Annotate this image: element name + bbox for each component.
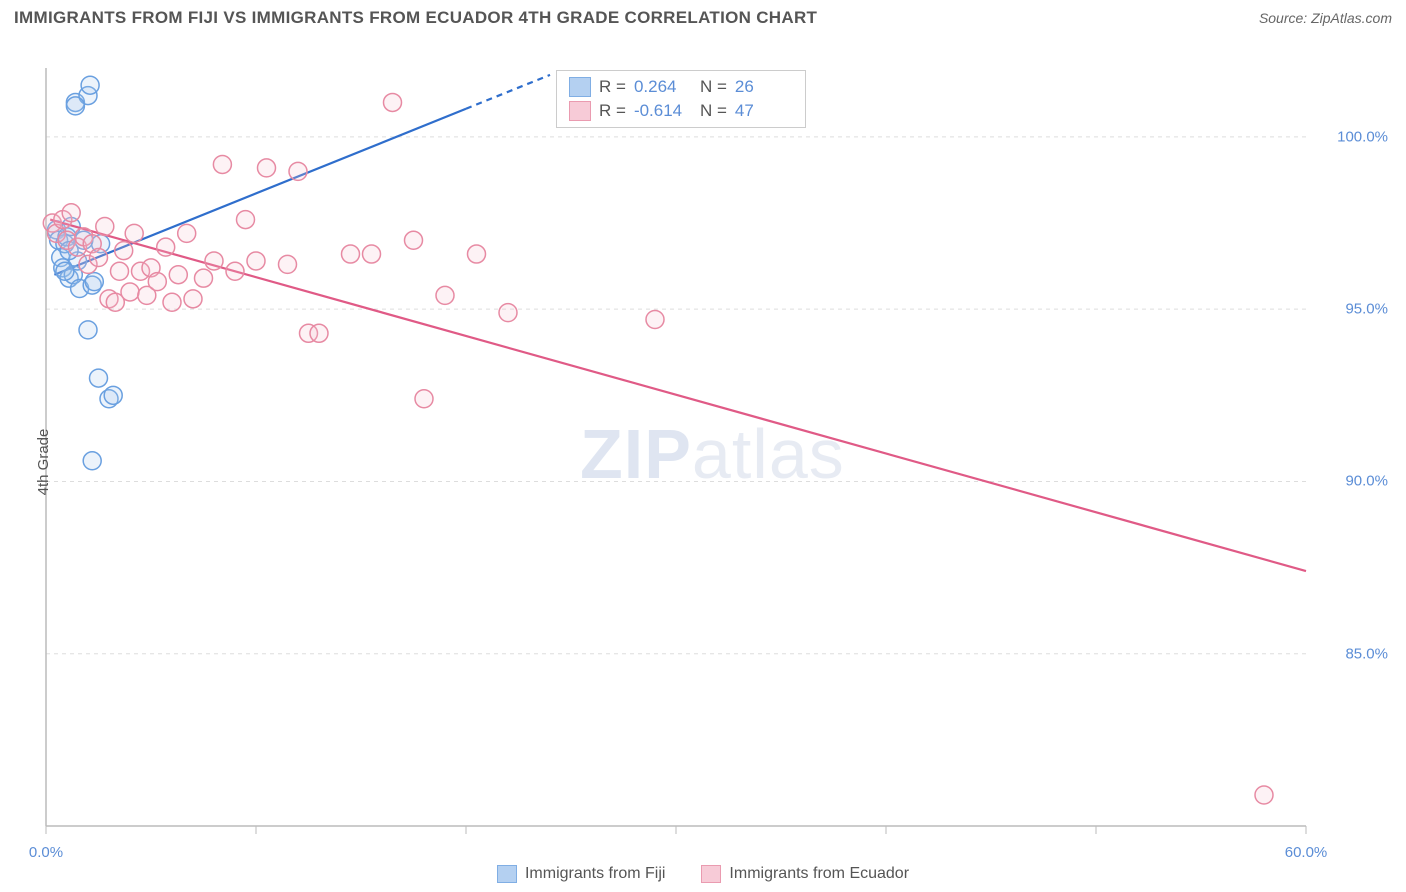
- legend-swatch-icon: [701, 865, 721, 883]
- y-axis-label: 4th Grade: [35, 429, 52, 496]
- stats-swatch-icon: [569, 77, 591, 97]
- legend-item: Immigrants from Fiji: [497, 865, 665, 883]
- legend-label: Immigrants from Fiji: [525, 865, 665, 883]
- stats-n-label: N =: [700, 101, 727, 121]
- stats-r-value: 0.264: [634, 77, 692, 97]
- stats-n-label: N =: [700, 77, 727, 97]
- y-tick-label: 95.0%: [1345, 301, 1388, 318]
- y-tick-label: 90.0%: [1345, 473, 1388, 490]
- stats-swatch-icon: [569, 101, 591, 121]
- stats-r-value: -0.614: [634, 101, 692, 121]
- x-tick-label: 60.0%: [1285, 844, 1328, 861]
- source-prefix: Source:: [1259, 10, 1311, 26]
- source-name: ZipAtlas.com: [1311, 10, 1392, 26]
- legend-swatch-icon: [497, 865, 517, 883]
- legend-label: Immigrants from Ecuador: [729, 865, 909, 883]
- scatter-chart-svg: [0, 34, 1406, 890]
- title-bar: IMMIGRANTS FROM FIJI VS IMMIGRANTS FROM …: [0, 0, 1406, 34]
- chart-title: IMMIGRANTS FROM FIJI VS IMMIGRANTS FROM …: [14, 8, 817, 28]
- stats-r-label: R =: [599, 77, 626, 97]
- source-label: Source: ZipAtlas.com: [1259, 10, 1392, 26]
- legend-item: Immigrants from Ecuador: [701, 865, 909, 883]
- y-tick-label: 100.0%: [1337, 128, 1388, 145]
- stats-n-value: 26: [735, 77, 793, 97]
- stats-row: R = -0.614 N = 47: [569, 99, 793, 123]
- stats-legend-box: R = 0.264 N = 26 R = -0.614 N = 47: [556, 70, 806, 128]
- stats-n-value: 47: [735, 101, 793, 121]
- stats-row: R = 0.264 N = 26: [569, 75, 793, 99]
- x-tick-label: 0.0%: [29, 844, 63, 861]
- y-tick-label: 85.0%: [1345, 645, 1388, 662]
- series-legend: Immigrants from Fiji Immigrants from Ecua…: [0, 865, 1406, 888]
- stats-r-label: R =: [599, 101, 626, 121]
- chart-area: 4th Grade ZIPatlas R = 0.264 N = 26 R = …: [0, 34, 1406, 890]
